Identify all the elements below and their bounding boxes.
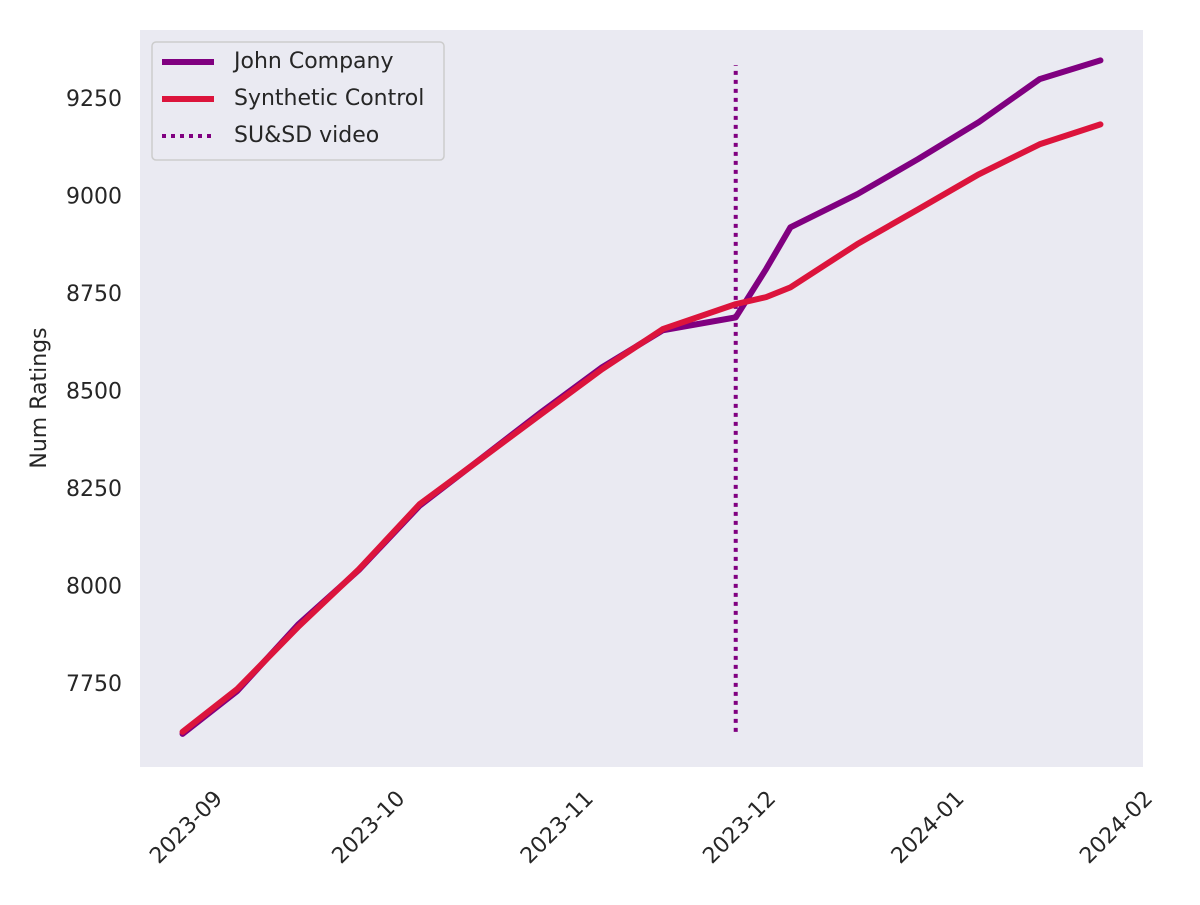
series-line (179, 121, 1104, 735)
y-tick-label: 8000 (66, 575, 122, 600)
legend-box (151, 41, 445, 161)
x-tick-label: 2023-10 (328, 786, 411, 869)
y-tick-label: 9250 (66, 87, 122, 112)
legend-label: Synthetic Control (234, 86, 424, 111)
x-tick-label: 2023-11 (516, 786, 599, 869)
y-axis-label: Num Ratings (27, 327, 52, 468)
x-tick-label: 2024-02 (1075, 786, 1158, 869)
legend-label: John Company (232, 49, 394, 74)
x-tick-label: 2024-01 (887, 786, 970, 869)
x-tick-label: 2023-09 (145, 786, 228, 869)
x-tick-label: 2023-12 (698, 786, 781, 869)
y-tick-label: 7750 (66, 672, 122, 697)
legend-label: SU&SD video (234, 123, 379, 148)
y-tick-label: 9000 (66, 185, 122, 210)
y-tick-label: 8250 (66, 477, 122, 502)
legend: John Company Synthetic Control SU&SD video (151, 41, 445, 161)
y-tick-label: 8750 (66, 282, 122, 307)
y-tick-label: 8500 (66, 380, 122, 405)
